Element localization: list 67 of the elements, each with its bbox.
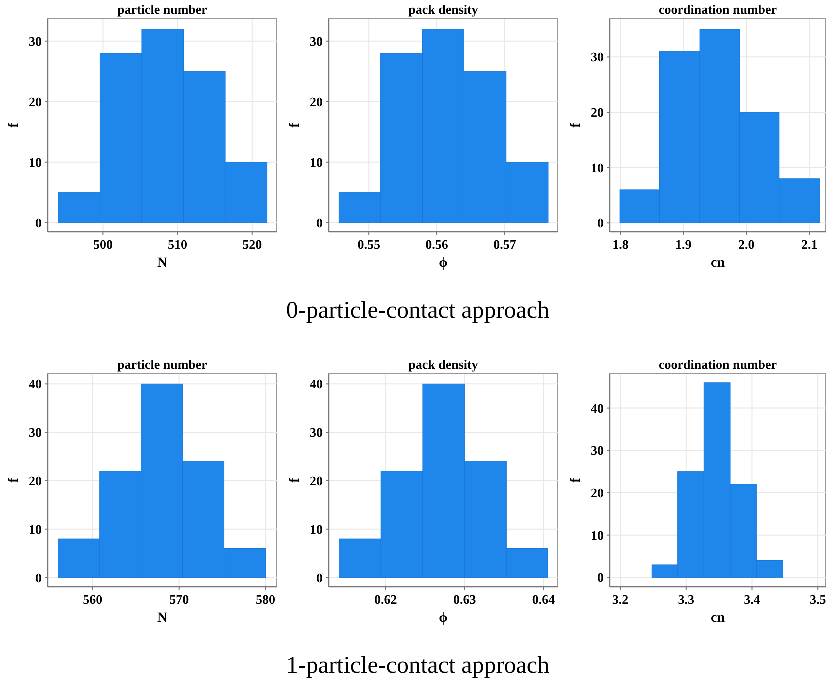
x-tick-label: 2.1 (802, 237, 818, 252)
chart-title: pack density (408, 357, 479, 372)
y-tick-label: 20 (310, 94, 323, 110)
y-tick-label: 10 (310, 522, 323, 537)
x-tick-label: 570 (170, 592, 190, 607)
x-axis-title: N (157, 611, 168, 626)
y-tick-label: 20 (29, 94, 42, 110)
y-tick-label: 0 (598, 570, 604, 586)
x-tick-label: 0.63 (453, 592, 477, 607)
y-tick-label: 30 (310, 425, 323, 440)
x-tick-label: 520 (242, 237, 262, 252)
x-axis-title: cn (711, 256, 726, 271)
y-tick-label: 0 (598, 216, 604, 231)
x-axis-title: N (157, 256, 168, 271)
y-tick-label: 40 (29, 376, 42, 392)
y-tick-label: 10 (310, 154, 323, 170)
y-tick-label: 20 (310, 474, 323, 489)
y-tick-label: 30 (591, 50, 604, 65)
y-axis-title: f (7, 478, 22, 483)
x-axis-title: ϕ (439, 611, 448, 626)
x-tick-label: 0.64 (532, 592, 556, 607)
chart-title: coordination number (658, 2, 778, 17)
y-tick-label: 40 (591, 400, 604, 416)
x-tick-label: 0.56 (426, 237, 449, 252)
y-tick-label: 30 (591, 443, 604, 458)
y-tick-label: 20 (591, 486, 604, 501)
y-tick-label: 10 (591, 160, 604, 176)
x-tick-label: 2.0 (738, 237, 755, 252)
y-tick-label: 0 (36, 570, 42, 586)
chart-title: pack density (408, 2, 479, 17)
text: 0-particle-contact approach (286, 298, 550, 324)
y-axis-title: f (569, 478, 584, 483)
x-tick-label: 510 (168, 237, 188, 252)
chart-title: particle number (118, 357, 208, 372)
y-tick-label: 30 (29, 34, 42, 49)
x-tick-label: 3.2 (612, 592, 629, 607)
y-tick-label: 10 (29, 154, 42, 170)
y-tick-label: 0 (36, 215, 42, 230)
x-tick-label: 500 (93, 237, 113, 252)
x-axis-title: ϕ (439, 256, 448, 271)
y-axis-title: f (7, 122, 22, 128)
y-tick-label: 0 (316, 215, 323, 230)
y-tick-label: 20 (591, 105, 604, 120)
x-tick-label: 3.5 (810, 592, 827, 607)
x-tick-label: 3.3 (678, 592, 696, 607)
y-tick-label: 30 (29, 425, 42, 440)
y-tick-label: 10 (29, 522, 42, 537)
x-tick-label: 1.9 (676, 237, 692, 252)
x-tick-label: 1.8 (612, 237, 630, 252)
x-tick-label: 560 (83, 592, 103, 607)
y-tick-label: 10 (591, 528, 604, 543)
x-tick-label: 0.57 (494, 237, 517, 252)
x-tick-label: 0.55 (358, 237, 381, 252)
y-tick-label: 30 (310, 34, 323, 49)
x-tick-label: 3.4 (744, 592, 761, 607)
y-tick-label: 40 (310, 376, 323, 392)
y-axis-title: f (569, 122, 584, 128)
chart-title: particle number (118, 2, 208, 17)
y-axis-title: f (288, 122, 303, 128)
y-tick-label: 0 (316, 570, 323, 586)
chart-title: coordination number (658, 357, 778, 372)
y-axis-title: f (288, 478, 303, 483)
x-axis-title: cn (711, 611, 726, 626)
text: 1-particle-contact approach (286, 653, 550, 679)
x-tick-label: 580 (256, 592, 276, 607)
x-tick-label: 0.62 (374, 592, 398, 607)
y-tick-label: 20 (29, 474, 42, 489)
